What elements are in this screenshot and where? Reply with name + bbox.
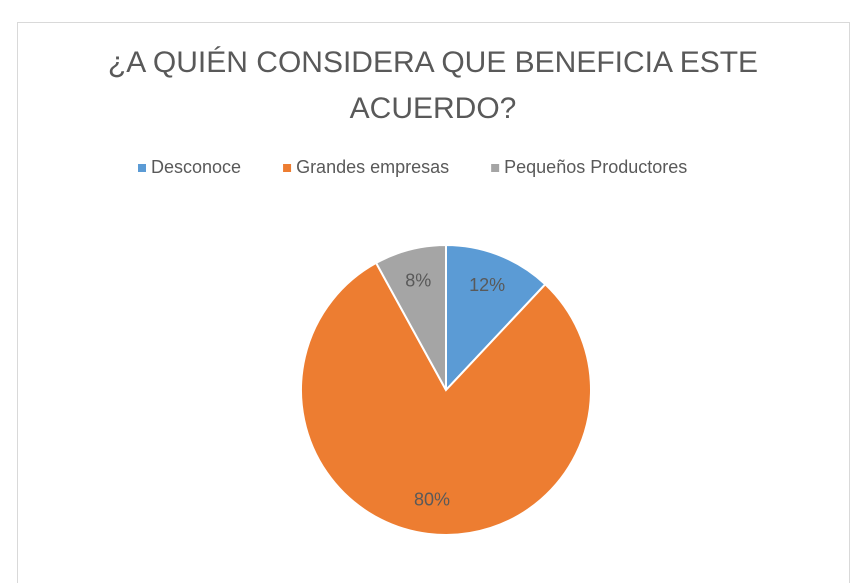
data-label: 12%	[469, 275, 505, 295]
legend-label: Grandes empresas	[296, 157, 449, 177]
chart-title: ¿A QUIÉN CONSIDERA QUE BENEFICIA ESTE AC…	[107, 46, 759, 125]
legend-swatch	[491, 164, 500, 172]
data-label: 80%	[414, 490, 450, 510]
legend-swatch	[283, 164, 292, 172]
legend-label: Desconoce	[151, 157, 241, 177]
legend-label: Pequeños Productores	[504, 157, 687, 177]
pie-slice	[445, 243, 547, 393]
pie-slice	[374, 243, 447, 391]
pie-slice	[300, 261, 592, 536]
data-label: 8%	[405, 271, 431, 291]
legend-swatch	[138, 164, 146, 172]
